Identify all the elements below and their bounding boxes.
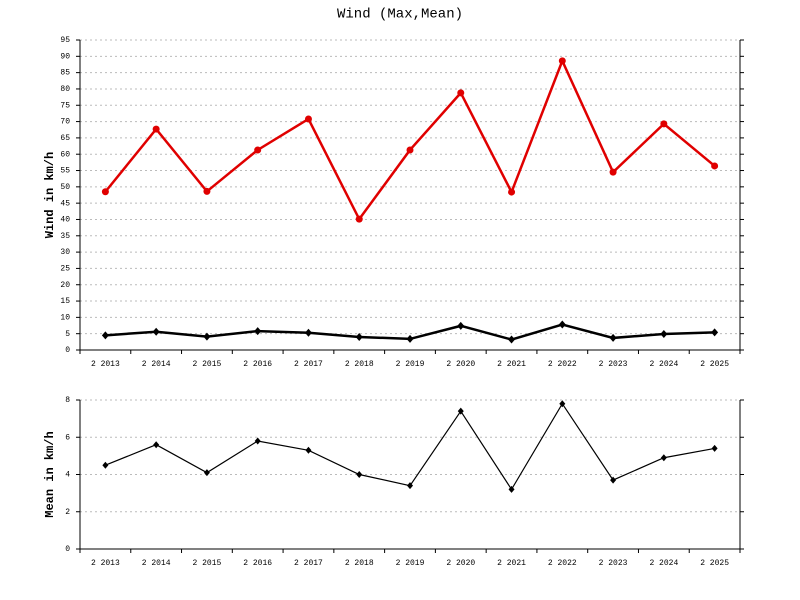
y-tick-label: 30 bbox=[60, 248, 70, 257]
x-tick-label: 2 2023 bbox=[599, 559, 628, 568]
marker bbox=[254, 327, 262, 336]
x-tick-label: 2 2020 bbox=[446, 360, 475, 369]
x-tick-label: 2 2016 bbox=[243, 360, 272, 369]
x-tick-label: 2 2021 bbox=[497, 559, 526, 568]
y-tick-label: 20 bbox=[60, 281, 70, 290]
x-tick-label: 2 2013 bbox=[91, 360, 120, 369]
x-tick-label: 2 2019 bbox=[396, 559, 425, 568]
marker bbox=[457, 89, 465, 97]
x-tick-label: 2 2022 bbox=[548, 360, 577, 369]
marker bbox=[660, 454, 667, 462]
marker bbox=[508, 335, 516, 344]
y-tick-label: 6 bbox=[65, 433, 70, 442]
marker bbox=[406, 146, 414, 154]
marker bbox=[711, 328, 719, 337]
marker bbox=[304, 115, 312, 123]
x-tick-label: 2 2025 bbox=[700, 360, 729, 369]
x-tick-label: 2 2024 bbox=[649, 360, 678, 369]
marker bbox=[558, 57, 566, 65]
marker bbox=[152, 125, 160, 133]
marker bbox=[609, 333, 617, 342]
x-tick-label: 2 2018 bbox=[345, 559, 374, 568]
x-tick-label: 2 2016 bbox=[243, 559, 272, 568]
x-tick-label: 2 2025 bbox=[700, 559, 729, 568]
x-tick-label: 2 2013 bbox=[91, 559, 120, 568]
marker bbox=[101, 331, 109, 340]
marker bbox=[660, 120, 668, 128]
marker bbox=[254, 437, 261, 445]
x-tick-label: 2 2022 bbox=[548, 559, 577, 568]
y-tick-label: 2 bbox=[65, 508, 70, 517]
marker bbox=[711, 162, 719, 170]
x-tick-label: 2 2014 bbox=[142, 360, 171, 369]
marker bbox=[406, 334, 414, 343]
x-tick-label: 2 2015 bbox=[193, 559, 222, 568]
marker bbox=[355, 215, 363, 223]
y-tick-label: 4 bbox=[65, 471, 70, 480]
marker bbox=[304, 328, 312, 337]
marker bbox=[355, 332, 363, 341]
x-tick-label: 2 2014 bbox=[142, 559, 171, 568]
marker bbox=[457, 321, 465, 330]
marker bbox=[152, 327, 160, 336]
marker bbox=[254, 146, 262, 154]
y-tick-label: 50 bbox=[60, 183, 70, 192]
x-tick-label: 2 2019 bbox=[396, 360, 425, 369]
y-tick-label: 5 bbox=[65, 330, 70, 339]
marker bbox=[610, 476, 617, 484]
y-tick-label: 25 bbox=[60, 265, 70, 274]
y-axis-label: Wind in km/h bbox=[43, 152, 57, 238]
y-tick-label: 10 bbox=[60, 313, 70, 322]
y-axis-label: Mean in km/h bbox=[43, 431, 57, 517]
y-tick-label: 55 bbox=[60, 167, 70, 176]
marker bbox=[305, 446, 312, 454]
marker bbox=[356, 471, 363, 478]
marker bbox=[203, 469, 210, 477]
marker bbox=[711, 444, 718, 452]
marker bbox=[153, 441, 160, 449]
y-tick-label: 45 bbox=[60, 199, 70, 208]
series-line bbox=[104, 57, 716, 222]
chart-title: Wind (Max,Mean) bbox=[337, 7, 463, 23]
marker bbox=[609, 168, 617, 176]
marker bbox=[203, 332, 211, 341]
x-tick-label: 2 2017 bbox=[294, 559, 323, 568]
y-tick-label: 70 bbox=[60, 118, 70, 127]
marker bbox=[508, 188, 516, 196]
marker bbox=[508, 485, 515, 493]
marker bbox=[558, 320, 566, 329]
y-tick-label: 90 bbox=[60, 52, 70, 61]
y-tick-label: 35 bbox=[60, 232, 70, 241]
marker bbox=[203, 187, 211, 195]
series-line bbox=[105, 402, 715, 491]
y-tick-label: 15 bbox=[60, 297, 70, 306]
x-tick-label: 2 2020 bbox=[446, 559, 475, 568]
y-tick-label: 60 bbox=[60, 150, 70, 159]
x-tick-label: 2 2023 bbox=[599, 360, 628, 369]
y-tick-label: 8 bbox=[65, 396, 70, 405]
marker bbox=[457, 407, 464, 415]
y-tick-label: 40 bbox=[60, 216, 70, 225]
y-tick-label: 75 bbox=[60, 101, 70, 110]
x-tick-label: 2 2024 bbox=[649, 559, 678, 568]
marker bbox=[660, 330, 668, 339]
marker bbox=[101, 188, 109, 196]
x-tick-label: 2 2017 bbox=[294, 360, 323, 369]
y-tick-label: 85 bbox=[60, 69, 70, 78]
y-tick-label: 95 bbox=[60, 36, 70, 45]
x-tick-label: 2 2021 bbox=[497, 360, 526, 369]
y-tick-label: 0 bbox=[65, 545, 70, 554]
x-tick-label: 2 2015 bbox=[193, 360, 222, 369]
y-tick-label: 65 bbox=[60, 134, 70, 143]
y-tick-label: 0 bbox=[65, 346, 70, 355]
y-tick-label: 80 bbox=[60, 85, 70, 94]
marker bbox=[559, 400, 566, 408]
marker bbox=[102, 461, 109, 469]
marker bbox=[407, 482, 413, 490]
x-tick-label: 2 2018 bbox=[345, 360, 374, 369]
